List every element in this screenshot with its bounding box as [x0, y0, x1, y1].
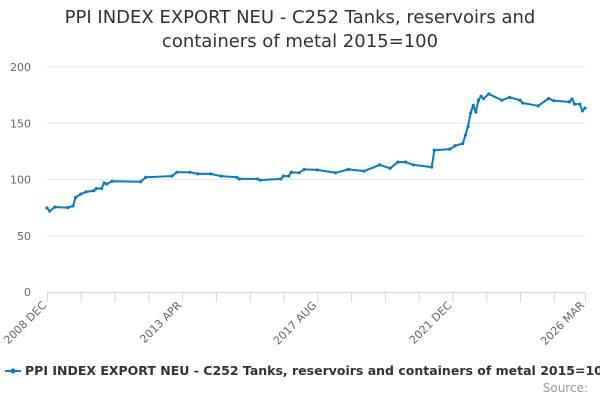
data-point — [333, 171, 338, 175]
data-point — [500, 98, 504, 102]
data-point — [281, 174, 286, 178]
data-point — [346, 167, 351, 171]
data-point — [170, 174, 174, 178]
data-point — [476, 98, 481, 102]
legend-item[interactable]: PPI INDEX EXPORT NEU - C252 Tanks, reser… — [4, 363, 600, 378]
data-point — [302, 167, 306, 171]
x-tick-label: 2026 MAR — [538, 299, 587, 348]
data-point — [362, 169, 366, 173]
data-point — [404, 160, 408, 164]
x-tick-label: 2008 DEC — [1, 299, 49, 347]
data-point — [552, 99, 556, 103]
data-point — [102, 181, 106, 185]
data-point — [110, 179, 114, 183]
data-point — [580, 109, 585, 113]
data-point — [258, 178, 262, 182]
data-point — [583, 106, 587, 110]
data-point — [536, 104, 540, 108]
data-point — [508, 95, 512, 99]
data-point — [175, 170, 179, 174]
data-point — [378, 163, 382, 167]
chart-title: PPI INDEX EXPORT NEU - C252 Tanks, reser… — [0, 6, 600, 54]
x-tick-label: 2013 APR — [137, 299, 184, 346]
data-point — [289, 170, 293, 174]
data-point — [196, 172, 200, 176]
data-point — [219, 174, 223, 178]
data-point — [73, 195, 78, 200]
legend-label: PPI INDEX EXPORT NEU - C252 Tanks, reser… — [25, 363, 600, 378]
data-point — [471, 103, 475, 107]
data-point — [461, 141, 465, 146]
y-tick-label: 100 — [10, 174, 31, 187]
chart-title-line-2: containers of metal 2015=100 — [161, 31, 439, 52]
data-point — [474, 110, 478, 114]
data-point — [518, 98, 522, 102]
data-point — [66, 206, 70, 210]
data-point — [396, 160, 400, 164]
data-point — [71, 204, 75, 208]
data-point — [469, 111, 473, 115]
y-tick-label: 200 — [10, 61, 31, 74]
source-label: Source: — [542, 381, 588, 395]
data-point — [47, 209, 52, 213]
data-point — [53, 205, 57, 209]
data-point — [235, 175, 239, 179]
data-point — [453, 144, 457, 148]
x-tick-label: 2017 AUG — [271, 299, 320, 348]
data-point — [94, 186, 98, 191]
data-point — [432, 148, 436, 152]
data-point — [209, 172, 213, 176]
data-point — [99, 186, 104, 191]
data-point — [388, 166, 392, 170]
data-point — [570, 97, 574, 101]
y-tick-label: 150 — [10, 117, 31, 130]
x-tick-label: 2021 DEC — [407, 299, 455, 347]
data-point — [315, 168, 319, 172]
data-point — [237, 177, 241, 181]
data-point — [448, 147, 452, 151]
data-point — [105, 182, 109, 186]
data-point — [482, 96, 486, 101]
data-point — [521, 101, 525, 105]
data-point — [255, 177, 260, 181]
data-point — [567, 100, 572, 104]
legend-line-marker-icon — [5, 368, 21, 373]
data-point — [188, 170, 192, 174]
data-point — [430, 165, 434, 169]
data-point — [92, 189, 96, 193]
data-point — [287, 174, 291, 178]
data-point — [297, 171, 301, 175]
y-tick-label: 50 — [17, 230, 31, 243]
data-point — [138, 180, 143, 184]
data-point — [79, 192, 83, 196]
chart-plot: 0 50 100 150 200 2008 DEC 2013 APR 2017 AUG 2021… — [1, 61, 587, 348]
data-point — [144, 175, 148, 179]
data-point — [466, 125, 470, 129]
data-point — [411, 163, 416, 167]
data-point — [463, 133, 468, 137]
chart-title-line-1: PPI INDEX EXPORT NEU - C252 Tanks, reser… — [64, 7, 536, 28]
data-point — [479, 94, 483, 98]
data-point — [573, 102, 577, 106]
series-line — [46, 93, 586, 212]
data-point — [547, 96, 551, 101]
data-point — [578, 102, 582, 106]
y-tick-label: 0 — [24, 286, 31, 299]
data-point — [487, 92, 491, 96]
data-point — [84, 190, 88, 194]
data-point — [45, 206, 49, 210]
data-point — [279, 177, 283, 181]
